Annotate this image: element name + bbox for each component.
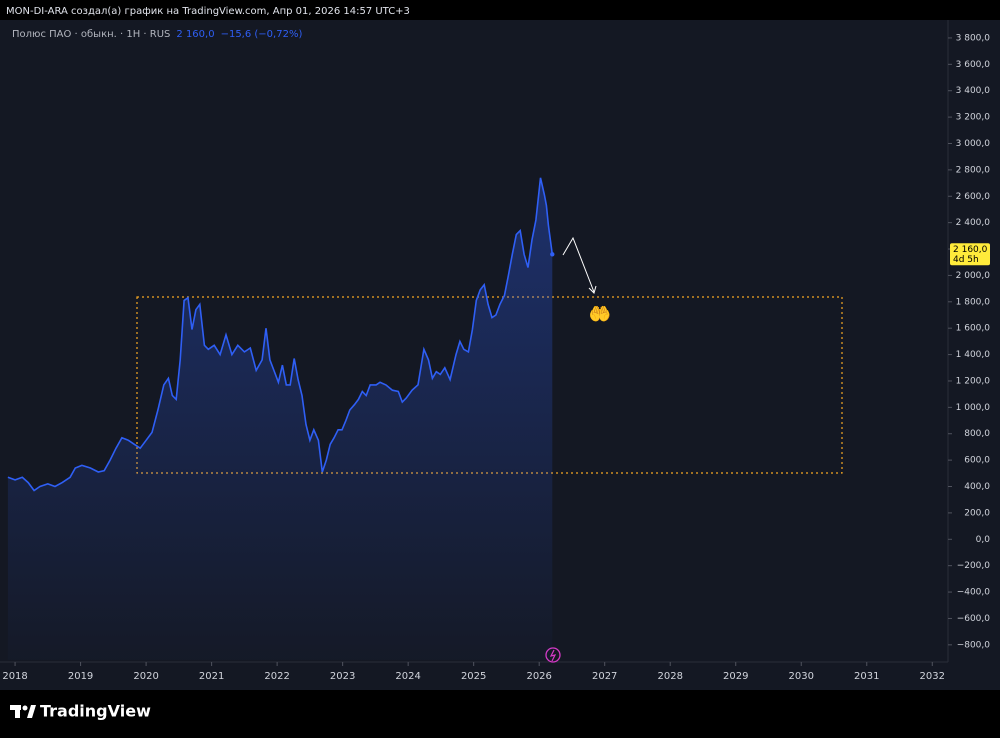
price-badge-label: 2 160,0 — [953, 245, 988, 255]
legend-change: −15,6 (−0,72%) — [221, 29, 303, 40]
x-tick-label: 2021 — [199, 671, 224, 682]
y-tick-label: 2 400,0 — [956, 218, 991, 228]
price-badge — [950, 243, 990, 266]
y-tick-label: −600,0 — [957, 614, 991, 624]
price-line — [7, 177, 554, 492]
header-bar — [0, 0, 1000, 20]
logo-icon — [10, 705, 36, 718]
y-tick-label: 2 600,0 — [956, 192, 991, 202]
y-tick-label: −800,0 — [957, 640, 991, 650]
y-tick-label: 3 400,0 — [956, 86, 991, 96]
logo-part — [27, 705, 36, 718]
emoji-annotation: 🤲 — [589, 304, 611, 325]
x-tick-label: 2026 — [526, 671, 551, 682]
header-text: MON-DI-ARA создал(а) график на TradingVi… — [6, 6, 410, 17]
y-tick-label: 1 000,0 — [956, 403, 991, 413]
x-tick-label: 2028 — [657, 671, 682, 682]
y-tick-label: 3 600,0 — [956, 60, 991, 70]
x-tick-label: 2025 — [461, 671, 486, 682]
x-tick-label: 2018 — [2, 671, 27, 682]
x-tick-label: 2022 — [264, 671, 289, 682]
last-point — [550, 252, 555, 257]
y-tick-label: 1 600,0 — [956, 324, 991, 334]
arrow-head — [588, 285, 597, 294]
y-tick-label: 800,0 — [964, 429, 990, 439]
y-tick-label: 3 800,0 — [956, 33, 991, 43]
x-tick-label: 2023 — [330, 671, 355, 682]
legend: Полюс ПАО · обыкн. · 1H · RUS 2 160,0 −15,… — [12, 29, 302, 40]
legend-price: 2 160,0 — [176, 29, 214, 40]
footer-bar — [0, 690, 1000, 734]
y-tick-label: −200,0 — [957, 561, 991, 571]
event-bolt — [549, 649, 557, 662]
y-tick-label: 1 400,0 — [956, 350, 991, 360]
x-tick-label: 2019 — [68, 671, 93, 682]
footer-logo-text: TradingView — [40, 702, 151, 721]
drawn-arrow — [562, 236, 595, 293]
legend-series-name: Полюс ПАО · обыкн. · 1H · RUS — [12, 29, 170, 40]
y-tick-label: 2 800,0 — [956, 165, 991, 175]
y-tick-label: 2 000,0 — [956, 271, 991, 281]
x-tick-label: 2020 — [133, 671, 158, 682]
x-tick-label: 2027 — [592, 671, 617, 682]
y-tick-label: 3 000,0 — [956, 139, 991, 149]
y-tick-label: 200,0 — [964, 508, 990, 518]
logo-part — [15, 705, 20, 718]
y-tick-label: 400,0 — [964, 482, 990, 492]
y-tick-label: 600,0 — [964, 456, 990, 466]
y-tick-label: 3 200,0 — [956, 113, 991, 123]
x-tick-label: 2024 — [395, 671, 420, 682]
x-tick-label: 2029 — [723, 671, 748, 682]
area-fill — [7, 177, 553, 661]
y-tick-label: 1 200,0 — [956, 376, 991, 386]
x-tick-label: 2032 — [920, 671, 945, 682]
logo-part — [22, 705, 28, 711]
x-tick-label: 2030 — [789, 671, 814, 682]
y-tick-label: −400,0 — [957, 588, 991, 598]
x-tick-label: 2031 — [854, 671, 879, 682]
y-tick-label: 0,0 — [976, 535, 991, 545]
y-tick-label: 1 800,0 — [956, 297, 991, 307]
countdown-label: 4d 5h — [953, 255, 979, 265]
